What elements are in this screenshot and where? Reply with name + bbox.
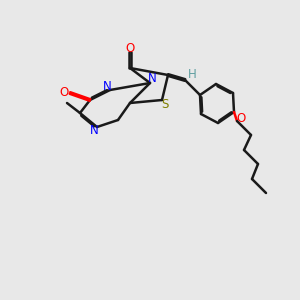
Text: S: S bbox=[161, 98, 169, 110]
Text: O: O bbox=[236, 112, 246, 124]
Text: N: N bbox=[103, 80, 111, 92]
Text: O: O bbox=[59, 86, 69, 100]
Text: N: N bbox=[90, 124, 98, 137]
Text: O: O bbox=[125, 43, 135, 56]
Text: N: N bbox=[148, 73, 156, 85]
Text: H: H bbox=[188, 68, 196, 82]
